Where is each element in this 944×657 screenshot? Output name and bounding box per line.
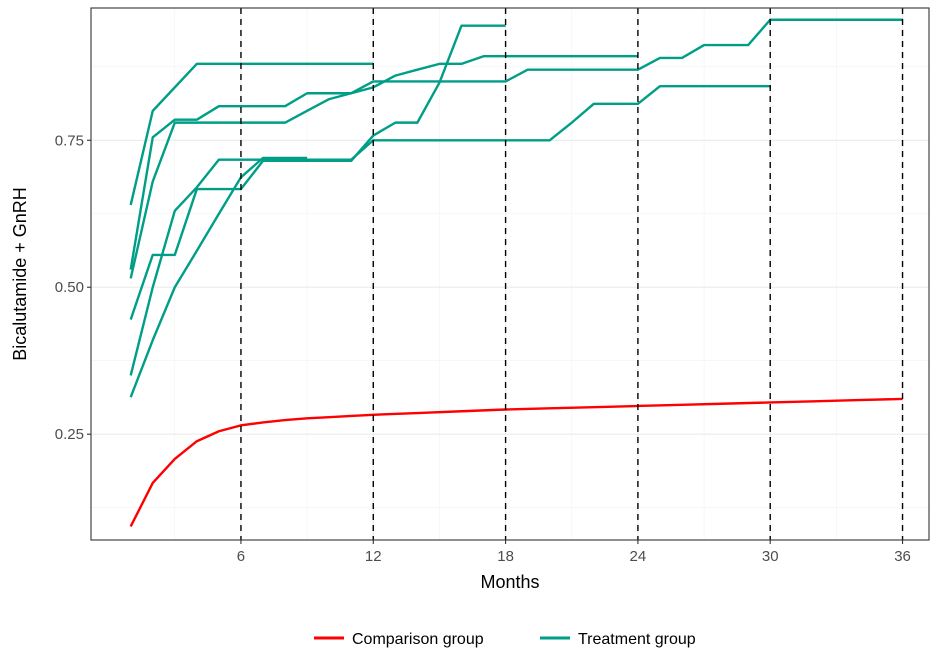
y-tick-label: 0.75: [55, 132, 84, 149]
x-tick-label: 18: [497, 548, 514, 565]
series-lines: [129, 18, 903, 528]
y-axis: 0.25 0.50 0.75: [55, 132, 91, 443]
x-tick-label: 24: [630, 548, 647, 565]
treatment-series-line-5: [129, 84, 771, 376]
plot-panel: [90, 7, 930, 541]
x-tick-label: 12: [365, 548, 382, 565]
treatment-series-line-3: [129, 18, 903, 270]
x-tick-label: 30: [762, 548, 779, 565]
legend-label-comparison: Comparison group: [352, 631, 484, 648]
legend-label-treatment: Treatment group: [578, 631, 696, 648]
x-tick-label: 6: [237, 548, 245, 565]
treatment-series-line-6: [129, 156, 308, 398]
reference-vlines: [240, 8, 904, 540]
comparison-series-line: [129, 397, 903, 528]
treatment-series-line-1: [129, 62, 374, 206]
y-tick-label: 0.25: [55, 426, 84, 443]
treatment-series-line-4: [129, 55, 638, 279]
panel-border: [90, 7, 930, 541]
x-axis: 6 12 18 24 30 36: [237, 540, 911, 565]
x-axis-title: Months: [480, 572, 539, 592]
y-tick-label: 0.50: [55, 279, 84, 296]
legend: Comparison group Treatment group: [314, 631, 696, 648]
x-tick-label: 36: [894, 548, 911, 565]
minor-gridlines: [91, 8, 929, 540]
y-axis-title: Bicalutamide + GnRH: [10, 187, 30, 361]
